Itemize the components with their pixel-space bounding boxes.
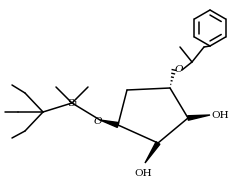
Polygon shape [145,142,160,163]
Polygon shape [188,115,210,120]
Text: OH: OH [134,169,152,178]
Text: O: O [94,117,102,126]
Text: Si: Si [67,98,77,107]
Text: O: O [175,64,183,74]
Text: OH: OH [211,111,229,120]
Polygon shape [100,120,119,127]
